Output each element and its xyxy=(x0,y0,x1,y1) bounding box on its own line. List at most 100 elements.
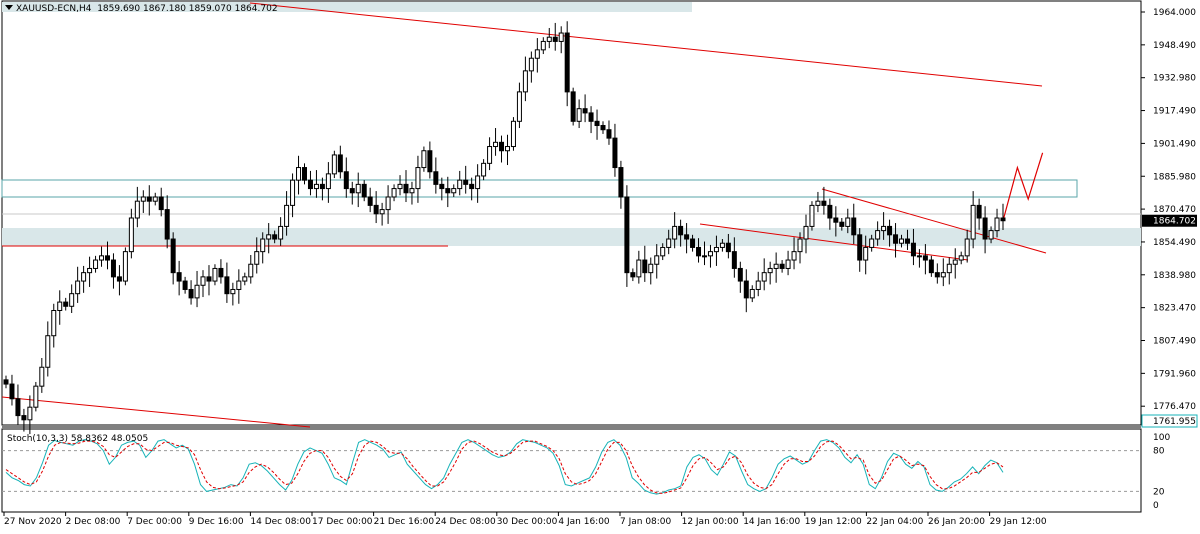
candle xyxy=(218,267,224,278)
candle xyxy=(952,259,958,265)
time-tick-label: 24 Dec 08:00 xyxy=(435,517,496,527)
time-tick-label: 27 Nov 2020 xyxy=(4,517,62,527)
candle xyxy=(516,91,522,122)
stoch-main-line xyxy=(5,439,1004,495)
candle xyxy=(982,217,988,240)
candle xyxy=(893,234,899,244)
candle xyxy=(821,200,827,206)
price-tick-label: 1932.980 xyxy=(1153,74,1196,84)
candle xyxy=(3,379,9,385)
candle xyxy=(546,36,552,42)
candle xyxy=(672,225,678,240)
candle xyxy=(110,259,116,278)
candle xyxy=(290,179,296,206)
chart-header: XAUUSD-ECN,H4 1859.690 1867.180 1859.070… xyxy=(5,4,278,14)
candle xyxy=(833,217,839,223)
stoch-scale-label: 80 xyxy=(1153,447,1165,457)
candle xyxy=(922,255,928,261)
candle xyxy=(45,335,51,368)
price-tick-label: 1791.960 xyxy=(1153,369,1196,379)
bottom-price-tag xyxy=(1141,414,1198,428)
candle xyxy=(93,259,99,269)
candle xyxy=(379,209,385,215)
candle xyxy=(845,217,851,227)
descending-support-line xyxy=(1,396,311,428)
candle xyxy=(427,150,433,173)
candle xyxy=(349,188,355,194)
candle xyxy=(701,255,707,258)
candle xyxy=(182,280,188,290)
candle xyxy=(988,230,994,240)
candle xyxy=(654,255,660,265)
candle xyxy=(976,204,982,219)
candle xyxy=(21,415,27,421)
candle xyxy=(869,238,875,248)
candle xyxy=(648,263,654,274)
candle xyxy=(707,251,713,257)
candle xyxy=(57,301,63,311)
candle xyxy=(260,238,266,253)
candle xyxy=(785,259,791,269)
time-tick-label: 12 Jan 00:00 xyxy=(682,517,739,527)
candle xyxy=(134,200,140,219)
candle xyxy=(755,280,761,290)
candle xyxy=(851,217,857,236)
target-box xyxy=(1,179,1078,198)
candle xyxy=(313,183,319,190)
candle xyxy=(875,230,881,240)
candle xyxy=(690,238,696,248)
candle xyxy=(522,70,528,93)
candle xyxy=(994,217,1000,232)
supply-zone xyxy=(2,2,692,12)
candle xyxy=(576,108,582,122)
price-tick-label: 1823.470 xyxy=(1153,304,1196,314)
candle xyxy=(33,385,39,408)
time-tick-label: 14 Jan 16:00 xyxy=(743,517,800,527)
candle xyxy=(51,309,57,337)
candle xyxy=(899,238,905,244)
candle xyxy=(887,225,893,236)
candle xyxy=(15,398,21,417)
price-tick-label: 1776.470 xyxy=(1153,402,1196,412)
candle xyxy=(839,221,845,227)
candle xyxy=(122,251,128,282)
candle xyxy=(684,234,690,240)
candle xyxy=(934,272,940,278)
candle xyxy=(928,259,934,274)
descending-resistance-line xyxy=(249,2,1043,87)
candle xyxy=(176,272,182,282)
candle xyxy=(594,120,600,127)
candle xyxy=(212,267,218,282)
candle xyxy=(827,204,833,219)
candle xyxy=(803,225,809,240)
candle xyxy=(81,272,87,282)
bottom-price-label: 1761.955 xyxy=(1153,417,1196,427)
candle xyxy=(140,196,146,202)
time-tick-label: 22 Jan 04:00 xyxy=(866,517,923,527)
candle xyxy=(409,188,415,194)
symbol-label: XAUUSD-ECN,H4 xyxy=(16,4,92,14)
candle xyxy=(69,293,75,307)
candle xyxy=(528,57,534,72)
candle xyxy=(433,171,439,185)
candle xyxy=(564,32,570,93)
candle xyxy=(307,179,313,190)
time-tick-label: 17 Dec 00:00 xyxy=(312,517,373,527)
candle xyxy=(75,280,81,295)
dropdown-triangle-icon[interactable] xyxy=(5,5,13,10)
candle xyxy=(146,196,152,202)
candle xyxy=(910,242,916,257)
time-tick-label: 29 Jan 12:00 xyxy=(990,517,1047,527)
candle xyxy=(224,276,230,295)
time-tick-label: 19 Jan 12:00 xyxy=(805,517,862,527)
candle xyxy=(618,167,624,198)
pane-separator[interactable] xyxy=(2,425,1141,429)
candle xyxy=(946,263,952,274)
candle xyxy=(600,125,606,131)
candle xyxy=(266,234,272,240)
candle xyxy=(87,267,93,274)
candle xyxy=(367,196,373,206)
stoch-signal-line xyxy=(5,440,1004,494)
candle xyxy=(385,196,391,211)
candle xyxy=(128,217,134,253)
